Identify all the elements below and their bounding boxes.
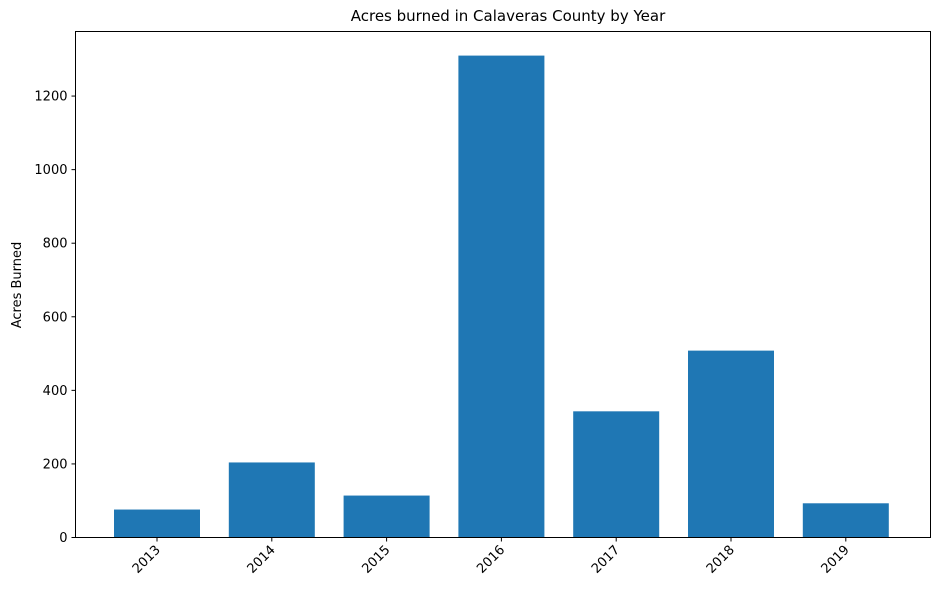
y-tick-label: 0: [59, 531, 67, 546]
y-tick-label: 600: [43, 310, 68, 325]
y-tick-label: 800: [43, 237, 68, 252]
y-tick-label: 1000: [34, 163, 67, 178]
y-axis-label: Acres Burned: [10, 242, 25, 329]
x-tick-label: 2013: [130, 543, 164, 577]
x-tick-label: 2017: [589, 543, 623, 577]
x-axis-ticks: 2013 2014 2015 2016 2017 2018 2019: [130, 537, 853, 577]
x-tick-label: 2016: [474, 543, 508, 577]
y-tick-label: 400: [43, 384, 68, 399]
bars-group: [114, 55, 889, 538]
bar-2018: [688, 350, 774, 538]
y-tick-label: 1200: [34, 90, 67, 105]
bar-2013: [114, 509, 200, 538]
bar-2014: [228, 462, 315, 538]
x-tick-label: 2014: [245, 543, 279, 577]
chart-title: Acres burned in Calaveras County by Year: [351, 7, 666, 25]
x-tick-label: 2015: [359, 543, 393, 577]
bar-2017: [573, 411, 660, 538]
x-tick-label: 2019: [819, 543, 853, 577]
bar-2015: [343, 495, 430, 538]
bar-2016: [458, 55, 545, 538]
x-tick-label: 2018: [704, 543, 738, 577]
y-axis-ticks: 0 200 400 600 800 1000 1200: [34, 90, 76, 546]
bar-2019: [802, 503, 889, 538]
y-tick-label: 200: [43, 457, 68, 472]
plot-frame: [75, 31, 931, 538]
